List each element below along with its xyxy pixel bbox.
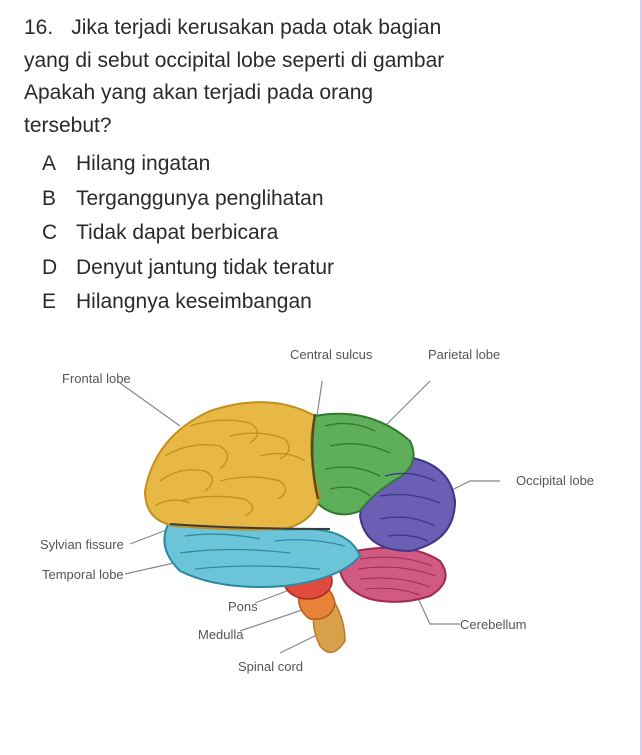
option-text: Denyut jantung tidak teratur [76,252,334,285]
brain-svg [110,381,500,661]
question-line: 16.Jika terjadi kerusakan pada otak bagi… [24,12,616,45]
option-letter: B [42,183,76,216]
label-central-sulcus: Central sulcus [290,347,372,362]
option-letter: D [42,252,76,285]
option-e[interactable]: E Hilangnya keseimbangan [42,286,616,319]
question-number: 16. [24,12,71,45]
brain-diagram: Frontal lobe Central sulcus Parietal lob… [0,321,640,691]
option-c[interactable]: C Tidak dapat berbicara [42,217,616,250]
label-parietal-lobe: Parietal lobe [428,347,500,362]
label-spinal-cord: Spinal cord [238,659,303,674]
question-block: 16.Jika terjadi kerusakan pada otak bagi… [0,0,640,319]
option-text: Terganggunya penglihatan [76,183,324,216]
question-line: tersebut? [24,110,616,143]
question-text-1: Jika terjadi kerusakan pada otak bagian [71,16,441,39]
option-letter: A [42,148,76,181]
option-letter: C [42,217,76,250]
option-b[interactable]: B Terganggunya penglihatan [42,183,616,216]
option-d[interactable]: D Denyut jantung tidak teratur [42,252,616,285]
option-letter: E [42,286,76,319]
frontal-lobe-shape [145,402,320,529]
label-occipital-lobe: Occipital lobe [516,473,594,488]
question-line: yang di sebut occipital lobe seperti di … [24,45,616,78]
option-text: Tidak dapat berbicara [76,217,278,250]
option-text: Hilang ingatan [76,148,210,181]
options-list: A Hilang ingatan B Terganggunya pengliha… [24,148,616,319]
question-line: Apakah yang akan terjadi pada orang [24,77,616,110]
option-text: Hilangnya keseimbangan [76,286,312,319]
option-a[interactable]: A Hilang ingatan [42,148,616,181]
